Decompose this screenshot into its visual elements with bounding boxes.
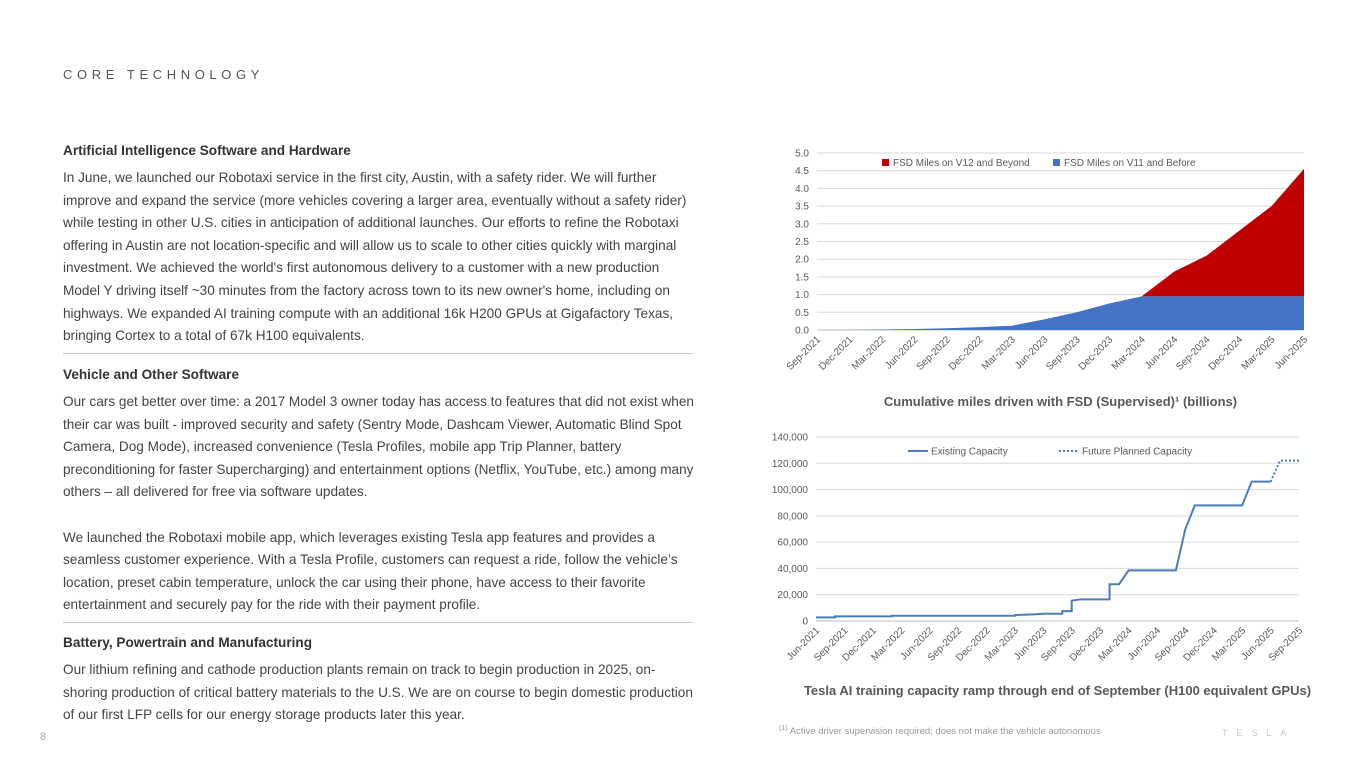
y-tick-label: 4.0 <box>795 184 809 195</box>
footnote-marker: (1) <box>779 725 788 732</box>
legend-label: FSD Miles on V11 and Before <box>1064 158 1196 169</box>
series-area-v12 <box>817 168 1304 330</box>
x-tick-label: Jun-2025 <box>1273 334 1311 372</box>
y-tick-label: 40,000 <box>777 564 808 575</box>
y-tick-label: 2.0 <box>795 255 809 266</box>
footnote: (1) Active driver supervision required; … <box>779 725 1101 737</box>
y-tick-label: 3.5 <box>795 202 809 213</box>
x-tick-label: Mar-2023 <box>980 334 1018 372</box>
section-battery: Battery, Powertrain and Manufacturing Ou… <box>63 635 695 727</box>
x-tick-label: Mar-2025 <box>1240 334 1278 372</box>
section-paragraph: In June, we launched our Robotaxi servic… <box>63 170 687 344</box>
y-tick-label: 1.5 <box>795 272 809 283</box>
page-number: 8 <box>40 731 47 743</box>
y-tick-label: 2.5 <box>795 237 809 248</box>
x-tick-label: Sep-2022 <box>915 334 954 373</box>
series-area-v11 <box>817 296 1304 330</box>
section-title: Artificial Intelligence Software and Har… <box>63 143 351 158</box>
y-tick-label: 0 <box>802 617 808 628</box>
legend-label: FSD Miles on V12 and Beyond <box>893 158 1030 169</box>
y-tick-label: 20,000 <box>777 590 808 601</box>
y-tick-label: 3.0 <box>795 219 809 230</box>
y-tick-label: 5.0 <box>795 149 809 160</box>
x-tick-label: Sep-2023 <box>1044 334 1083 373</box>
y-tick-label: 60,000 <box>777 538 808 549</box>
section-paragraph: Our lithium refining and cathode product… <box>63 662 693 723</box>
y-tick-label: 1.0 <box>795 290 809 301</box>
y-tick-label: 0.0 <box>795 326 809 337</box>
series-line-future <box>1269 459 1299 483</box>
chart-title: Tesla AI training capacity ramp through … <box>804 683 1311 698</box>
divider <box>63 353 693 354</box>
x-tick-label: Dec-2023 <box>1077 334 1116 373</box>
y-tick-label: 100,000 <box>772 485 809 496</box>
section-paragraph: We launched the Robotaxi mobile app, whi… <box>63 529 678 613</box>
fsd-miles-chart: 0.0 0.5 1.0 1.5 2.0 2.5 3.0 3.5 4.0 4.5 5.0 Cumulat… <box>785 149 1311 410</box>
legend-swatch <box>1053 159 1060 166</box>
x-tick-label: Mar-2022 <box>850 334 888 372</box>
legend-swatch <box>882 159 889 166</box>
y-tick-label: 80,000 <box>777 511 808 522</box>
y-tick-label: 0.5 <box>795 308 809 319</box>
legend-label: Existing Capacity <box>931 447 1008 458</box>
x-tick-label: Dec-2021 <box>817 334 856 373</box>
y-tick-label: 120,000 <box>772 459 809 470</box>
divider <box>63 622 693 623</box>
x-tick-label: Sep-2024 <box>1174 334 1213 373</box>
ai-capacity-chart: 0 20,000 40,000 60,000 80,000 100,000 120,000 1… <box>772 433 1311 699</box>
legend-label: Future Planned Capacity <box>1082 447 1192 458</box>
y-tick-label: 4.5 <box>795 166 809 177</box>
x-tick-label: Dec-2022 <box>947 334 986 373</box>
tesla-logo: TESLA <box>1222 728 1296 738</box>
chart-title: Cumulative miles driven with FSD (Superv… <box>884 394 1237 409</box>
footnote-text: Active driver supervision required; does… <box>789 726 1101 738</box>
section-title: Battery, Powertrain and Manufacturing <box>63 635 313 650</box>
section-ai: Artificial Intelligence Software and Har… <box>63 143 695 348</box>
section-title: Vehicle and Other Software <box>63 367 240 382</box>
x-tick-label: Mar-2024 <box>1110 334 1148 372</box>
section-vehicle-software: Vehicle and Other Software Our cars get … <box>63 367 695 617</box>
x-tick-label: Sep-2021 <box>785 334 824 373</box>
section-paragraph: Our cars get better over time: a 2017 Mo… <box>63 394 694 500</box>
section-label: CORE TECHNOLOGY <box>63 67 264 82</box>
y-tick-label: 140,000 <box>772 433 809 444</box>
x-tick-label: Dec-2024 <box>1207 334 1246 373</box>
series-line-existing <box>816 480 1271 619</box>
